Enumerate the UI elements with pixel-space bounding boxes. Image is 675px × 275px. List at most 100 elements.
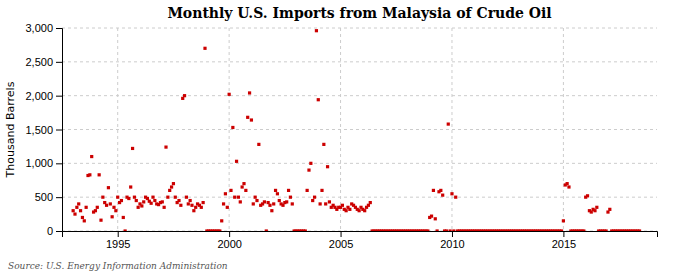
point: [202, 201, 205, 204]
y-tick-mark: [56, 163, 62, 164]
point: [72, 209, 75, 212]
point: [248, 91, 251, 94]
point: [151, 196, 154, 199]
point: [177, 199, 180, 202]
y-tick-mark: [56, 62, 62, 63]
point: [324, 202, 327, 205]
point: [244, 189, 247, 192]
point: [322, 143, 325, 146]
point: [278, 199, 281, 202]
y-grid-line: [62, 163, 657, 164]
point: [90, 155, 93, 158]
point: [566, 182, 569, 185]
point: [241, 185, 244, 188]
point: [263, 200, 266, 203]
point: [287, 189, 290, 192]
y-tick-label: 1,500: [25, 124, 53, 136]
y-tick: 500: [35, 191, 62, 203]
point: [79, 209, 82, 212]
point: [320, 189, 323, 192]
point: [233, 196, 236, 199]
y-axis: 0 500 1,000 1,500 2,000 2,500 3,000: [25, 22, 62, 237]
point: [586, 194, 589, 197]
point: [426, 229, 429, 231]
point: [200, 206, 203, 209]
point: [189, 199, 192, 202]
y-grid-line: [62, 61, 657, 62]
x-tick-mark: [452, 231, 453, 237]
point: [170, 185, 173, 188]
point: [226, 206, 229, 209]
grid: [62, 28, 657, 231]
x-tick-mark: [341, 231, 342, 237]
x-tick-label: 2015: [552, 238, 576, 250]
point: [105, 204, 108, 207]
y-tick-label: 0: [47, 225, 53, 237]
point: [237, 196, 240, 199]
point: [309, 162, 312, 165]
point: [220, 219, 223, 222]
point: [185, 196, 188, 199]
point: [289, 196, 292, 199]
x-axis-line: [63, 232, 658, 238]
y-tick-label: 2,500: [25, 56, 53, 68]
x-tick: 2005: [329, 231, 353, 250]
point: [77, 202, 80, 205]
x-tick-label: 2005: [329, 238, 353, 250]
x-tick-mark: [563, 231, 564, 237]
point: [593, 209, 596, 212]
point: [75, 206, 78, 209]
y-tick-mark: [56, 130, 62, 131]
y-tick-label: 1,000: [25, 157, 53, 169]
point: [595, 206, 598, 209]
point: [111, 215, 114, 218]
point: [131, 147, 134, 150]
point: [224, 192, 227, 195]
point: [265, 229, 268, 231]
title: Monthly U.S. Imports from Malaysia of Cr…: [167, 5, 551, 21]
y-grid-line: [62, 95, 657, 96]
x-axis: 19952000200520102015: [63, 231, 658, 250]
point: [122, 216, 125, 219]
point: [153, 199, 156, 202]
point: [434, 217, 437, 220]
x-tick-mark: [229, 231, 230, 237]
y-grid-line: [62, 197, 657, 198]
point: [304, 229, 307, 231]
point: [94, 209, 97, 212]
point: [85, 206, 88, 209]
chart: 19952000200520102015 0 500 1,000 1,500 2,000 2…: [0, 0, 675, 275]
y-grid-line: [62, 28, 657, 29]
point: [358, 209, 361, 212]
y-tick: 2,000: [25, 90, 62, 102]
point: [150, 202, 153, 205]
point: [255, 199, 258, 202]
point: [88, 173, 91, 176]
point: [116, 196, 119, 199]
point: [107, 186, 110, 189]
x-tick: 1995: [106, 231, 130, 250]
point: [436, 229, 439, 231]
point: [120, 199, 123, 202]
point: [192, 209, 195, 212]
y-tick-mark: [56, 197, 62, 198]
point: [348, 208, 351, 211]
x-grid-line: [563, 28, 564, 231]
y-tick-mark: [56, 96, 62, 97]
point: [83, 219, 86, 222]
point: [441, 194, 444, 197]
point: [222, 202, 225, 205]
point: [562, 219, 565, 222]
point: [560, 229, 563, 231]
point: [172, 182, 175, 185]
point: [268, 204, 271, 207]
point: [313, 196, 316, 199]
point: [326, 165, 329, 168]
point: [174, 196, 177, 199]
point: [112, 206, 115, 209]
point: [137, 206, 140, 209]
y-tick: 3,000: [25, 22, 62, 34]
point: [274, 189, 277, 192]
y-tick: 1,500: [25, 124, 62, 136]
point: [452, 229, 455, 231]
